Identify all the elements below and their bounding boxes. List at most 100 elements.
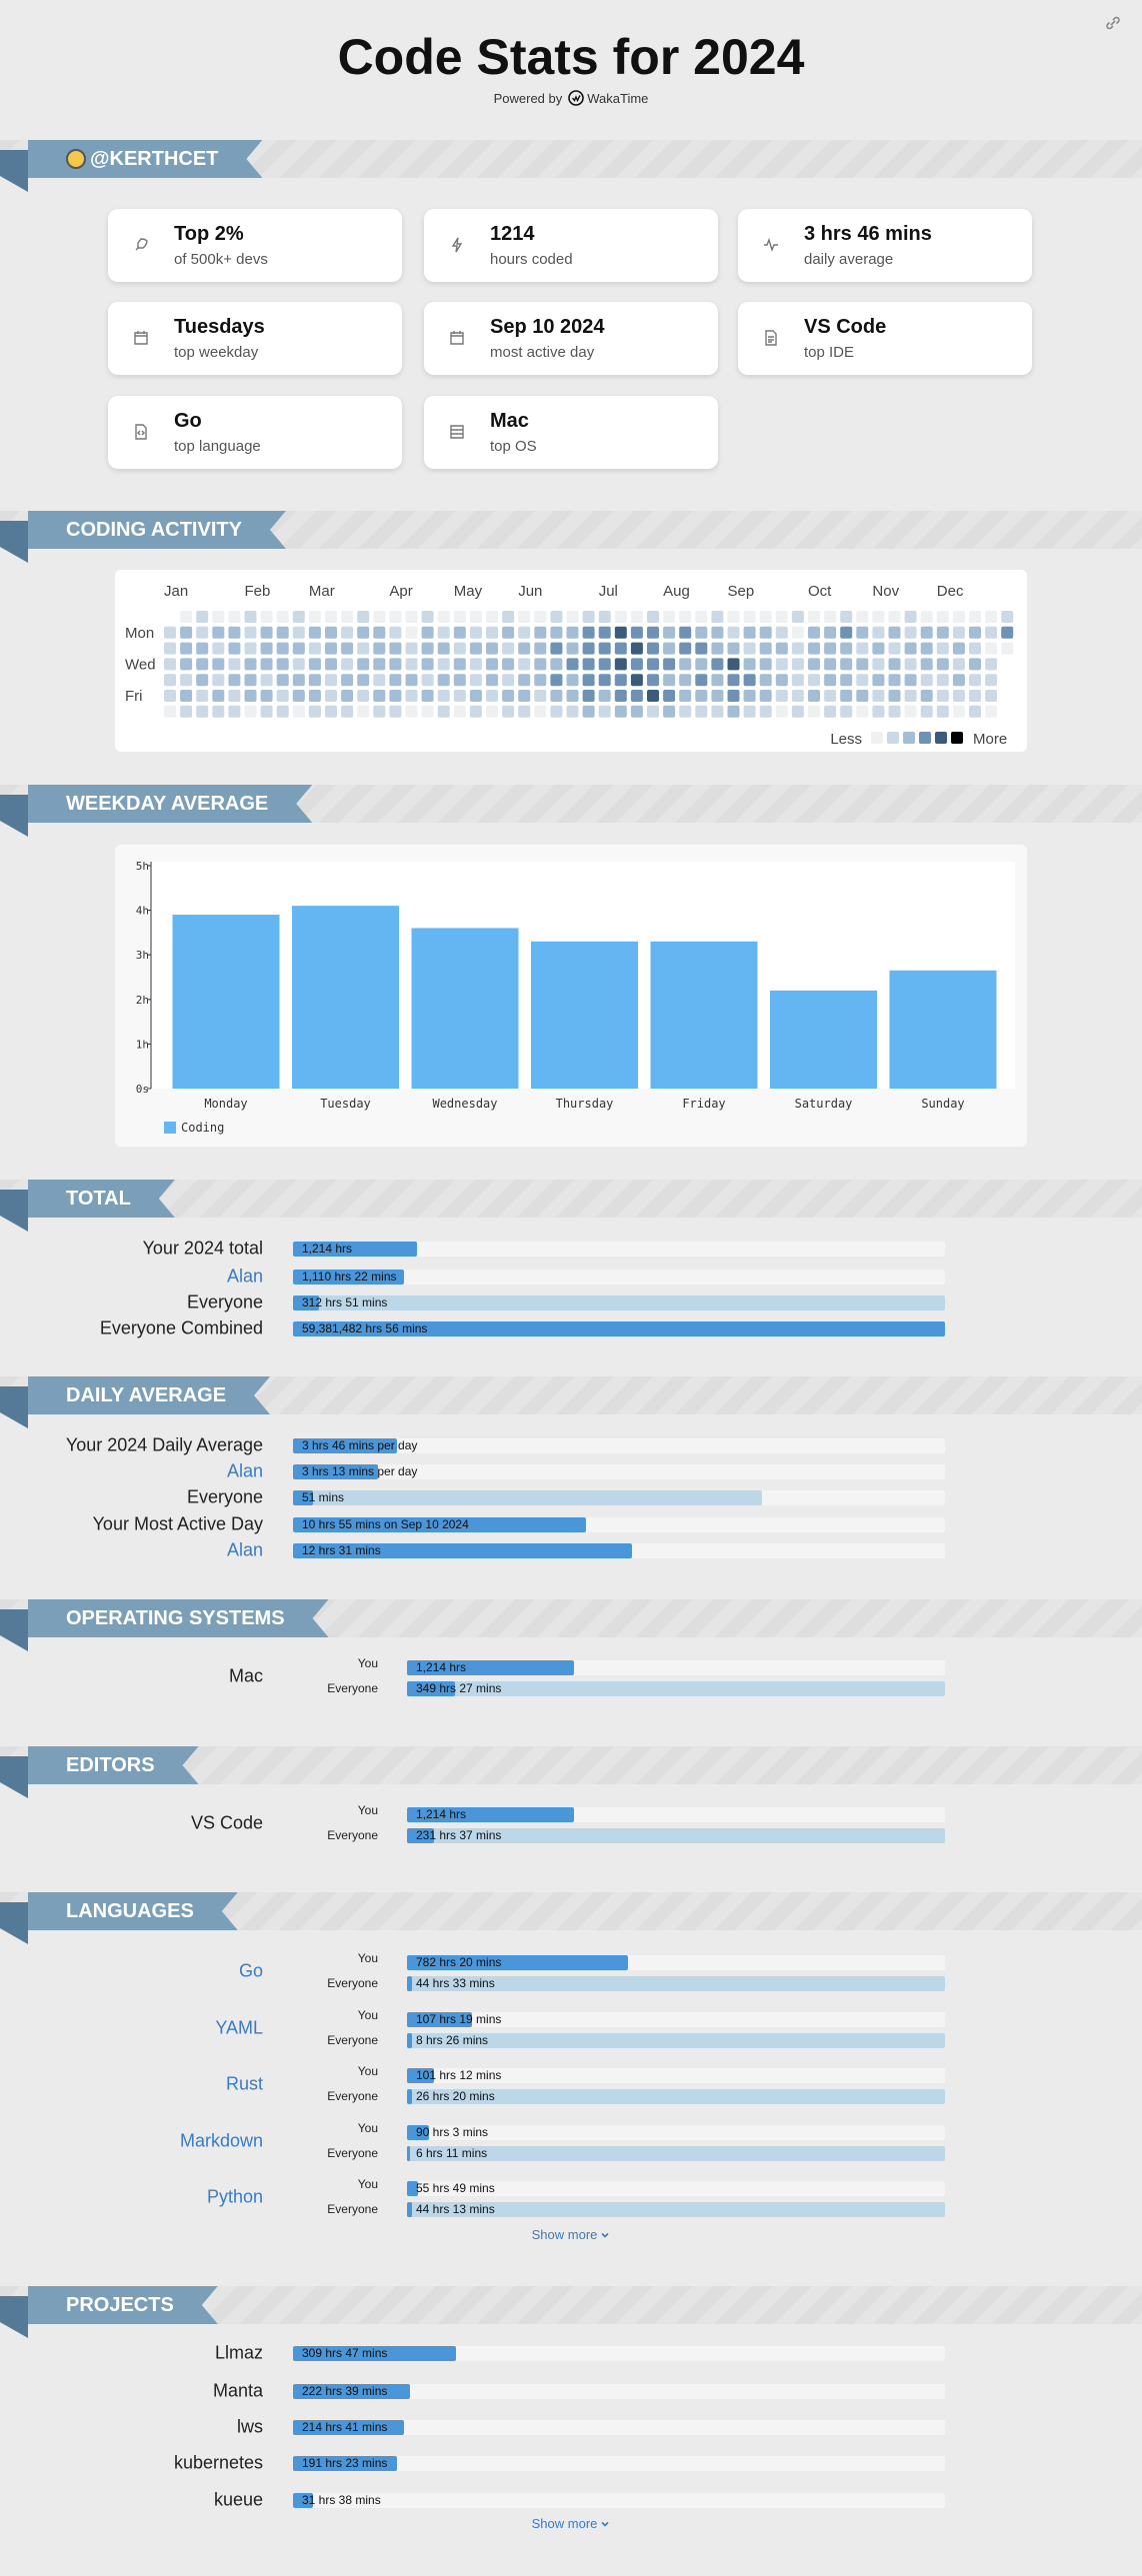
heatmap-cell (373, 690, 386, 702)
heatmap-cell (502, 674, 515, 687)
heatmap-cell (373, 658, 386, 671)
heatmap-cell (566, 658, 579, 671)
banner-title: PROJECTS (66, 2294, 174, 2316)
row-label: Your 2024 total (142, 1238, 263, 1259)
heatmap-cell (952, 626, 965, 639)
heatmap-cell (308, 705, 321, 718)
card-caption: daily average (804, 251, 894, 268)
card-icon (764, 237, 778, 253)
heatmap-cell (614, 642, 627, 655)
heatmap-cell (550, 642, 563, 655)
heatmap-cell (614, 705, 627, 718)
heatmap-cell (421, 674, 434, 687)
bar-track: 1,214 hrs (407, 1659, 945, 1675)
heatmap-cell (985, 611, 998, 623)
row-label: Alan (226, 1539, 263, 1560)
heatmap-cell (727, 690, 740, 702)
heatmap-cell (614, 611, 627, 623)
x-tick-label: Saturday (795, 1097, 853, 1111)
heatmap-cell (180, 658, 193, 671)
show-more-text[interactable]: Show more (531, 2227, 598, 2242)
heatmap-cell (775, 690, 788, 702)
heatmap-cell (598, 674, 611, 687)
show-more[interactable]: Show more (0, 2227, 1142, 2242)
heatmap-cell (759, 642, 772, 655)
heatmap-cell (164, 690, 176, 702)
card-caption: of 500k+ devs (174, 251, 268, 268)
heatmap-cell (582, 642, 595, 655)
card-icon (765, 330, 777, 346)
bar-track: 1,214 hrs (293, 1241, 945, 1257)
bar-track: 59,381,482 hrs 56 mins (293, 1320, 945, 1336)
heatmap-cell (582, 611, 595, 623)
stat-card: Go top language (108, 396, 402, 469)
banner-title: LANGUAGES (66, 1900, 194, 1922)
banner-title: TOTAL (66, 1188, 131, 1210)
heatmap-cell (276, 658, 289, 671)
show-more-text[interactable]: Show more (531, 2516, 598, 2531)
heatmap-cell (502, 626, 515, 639)
heatmap-cell (341, 690, 354, 702)
heatmap-cell (582, 690, 595, 702)
show-more[interactable]: Show more (0, 2516, 1142, 2531)
heatmap-cell (647, 705, 659, 718)
bar-fill (407, 1954, 628, 1970)
heatmap-cell (695, 690, 708, 702)
heatmap-cell (840, 690, 853, 702)
heatmap-cell (630, 611, 643, 623)
heatmap-cell (904, 674, 917, 687)
heatmap-cell (486, 611, 498, 623)
x-tick-label: Wednesday (432, 1097, 497, 1111)
heatmap-cell (405, 674, 418, 687)
card-value: Tuesdays (174, 316, 265, 338)
banner-fold (0, 1190, 28, 1232)
heatmap-cell (663, 611, 676, 623)
heatmap-cell (985, 626, 998, 639)
heatmap-cell (341, 626, 354, 639)
bar-track: 44 hrs 33 mins (407, 1975, 945, 1991)
heatmap-cell (453, 690, 466, 702)
bar-fill (293, 2455, 398, 2471)
heatmap-cell (775, 674, 788, 687)
link-icon[interactable] (1104, 14, 1122, 32)
bar-track: 44 hrs 13 mins (407, 2201, 945, 2217)
heatmap-cell (840, 705, 853, 718)
chevron-icon[interactable] (600, 2519, 610, 2529)
heatmap-cell (421, 690, 434, 702)
heatmap-cell (872, 626, 885, 639)
chevron-icon[interactable] (600, 2230, 610, 2240)
heatmap-cell (389, 626, 402, 639)
section-banner: EDITORS (28, 1746, 199, 1784)
heatmap-cell (695, 674, 708, 687)
heatmap-cell (212, 642, 225, 655)
card-value: Top 2% (174, 223, 244, 245)
heatmap-cell (244, 658, 257, 671)
bar-range (293, 1294, 945, 1310)
heatmap-cell (502, 642, 515, 655)
row-label: Everyone (186, 1486, 263, 1507)
heatmap-cell (341, 705, 354, 718)
legend-more: More (973, 731, 1007, 748)
x-tick-label: Sunday (921, 1097, 964, 1111)
y-tick-label: 0s (136, 1083, 149, 1096)
heatmap-cell (743, 642, 756, 655)
heatmap-cell (357, 658, 370, 671)
heatmap-cell (453, 611, 466, 623)
bar-text: 8 hrs 26 mins (416, 2032, 489, 2047)
bar (172, 915, 280, 1089)
heatmap-cell (341, 642, 354, 655)
heatmap-cell (904, 626, 917, 639)
heatmap-cell (679, 690, 692, 702)
bar-range (407, 2145, 945, 2161)
heatmap-cell (164, 705, 176, 718)
bar-text: 1,110 hrs 22 mins (302, 1269, 397, 1284)
heatmap-cell (679, 658, 692, 671)
bar-label: You (357, 1803, 378, 1817)
heatmap-cell (534, 642, 547, 655)
bar-track: 51 mins (293, 1489, 945, 1505)
heatmap-cell (647, 642, 659, 655)
bar-text: 3 hrs 46 mins per day (302, 1437, 418, 1452)
heatmap-cell (196, 674, 209, 687)
heatmap-cell (453, 642, 466, 655)
heatmap-cell (743, 690, 756, 702)
